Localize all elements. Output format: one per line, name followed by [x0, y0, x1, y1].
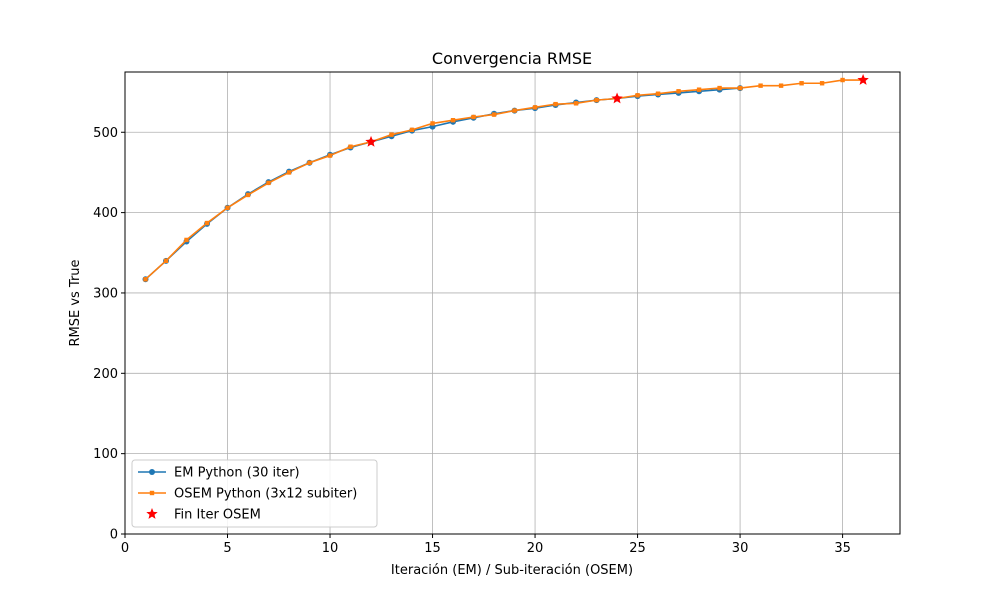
data-point — [573, 101, 579, 106]
series-layer — [142, 74, 869, 283]
series-line — [144, 79, 864, 280]
data-point — [430, 121, 435, 126]
data-point — [799, 81, 804, 86]
data-point — [532, 105, 538, 110]
data-point — [389, 132, 394, 137]
chart-title: Convergencia RMSE — [432, 49, 592, 68]
data-point — [840, 77, 845, 83]
data-point — [655, 91, 661, 96]
data-point — [696, 87, 702, 92]
x-tick-label: 10 — [322, 541, 339, 556]
y-tick-label: 400 — [93, 206, 118, 221]
data-point — [857, 74, 869, 85]
data-point — [737, 85, 743, 91]
y-tick-label: 100 — [93, 447, 118, 462]
data-point — [245, 192, 251, 198]
data-point — [512, 108, 517, 113]
legend-label: OSEM Python (3x12 subiter) — [174, 487, 357, 502]
data-point — [184, 237, 189, 243]
legend: EM Python (30 iter) OSEM Python (3x12 sub… — [131, 459, 378, 528]
data-point — [225, 205, 230, 210]
x-tick-label: 30 — [732, 541, 749, 556]
plot-frame — [124, 71, 901, 535]
data-point — [204, 220, 210, 226]
axis-ticks: 0 5 10 15 20 25 30 35 0 100 200 300 400 500 — [93, 126, 851, 556]
data-point — [611, 92, 623, 104]
y-tick-label: 200 — [93, 367, 118, 382]
y-axis-label: RMSE vs True — [68, 259, 83, 346]
data-point — [635, 93, 640, 98]
data-point — [409, 127, 415, 133]
data-point — [491, 112, 497, 117]
y-tick-label: 500 — [93, 126, 118, 141]
data-point — [163, 258, 169, 264]
x-tick-label: 0 — [121, 541, 129, 556]
data-point — [471, 114, 476, 120]
x-tick-label: 25 — [629, 541, 646, 556]
y-tick-label: 0 — [110, 528, 118, 543]
legend-item: EM Python (30 iter) — [138, 466, 300, 481]
legend-item: OSEM Python (3x12 subiter) — [138, 487, 357, 502]
legend-marker — [146, 508, 158, 519]
x-tick-label: 20 — [527, 541, 544, 556]
data-point — [717, 85, 722, 91]
legend-marker — [149, 490, 155, 496]
data-point — [778, 83, 784, 88]
y-tick-label: 300 — [93, 286, 118, 301]
data-point — [348, 144, 353, 149]
data-point — [676, 89, 681, 94]
data-point — [327, 153, 333, 158]
data-point — [143, 277, 148, 282]
data-point — [819, 81, 825, 86]
data-point — [365, 135, 377, 147]
data-point — [266, 180, 271, 186]
legend-label: EM Python (30 iter) — [174, 466, 300, 481]
legend-box — [131, 459, 378, 528]
x-tick-label: 5 — [223, 541, 231, 556]
data-point — [286, 170, 292, 175]
x-axis-label: Iteración (EM) / Sub-iteración (OSEM) — [391, 563, 633, 578]
data-point — [553, 101, 558, 107]
data-point — [307, 160, 312, 165]
x-tick-label: 15 — [424, 541, 441, 556]
data-point — [594, 97, 599, 103]
legend-label: Fin Iter OSEM — [174, 508, 261, 523]
data-point — [450, 118, 456, 123]
series-3 — [365, 74, 869, 147]
data-point — [758, 83, 763, 88]
legend-marker — [149, 469, 155, 475]
legend-item: Fin Iter OSEM — [146, 508, 261, 523]
x-tick-label: 35 — [834, 541, 851, 556]
